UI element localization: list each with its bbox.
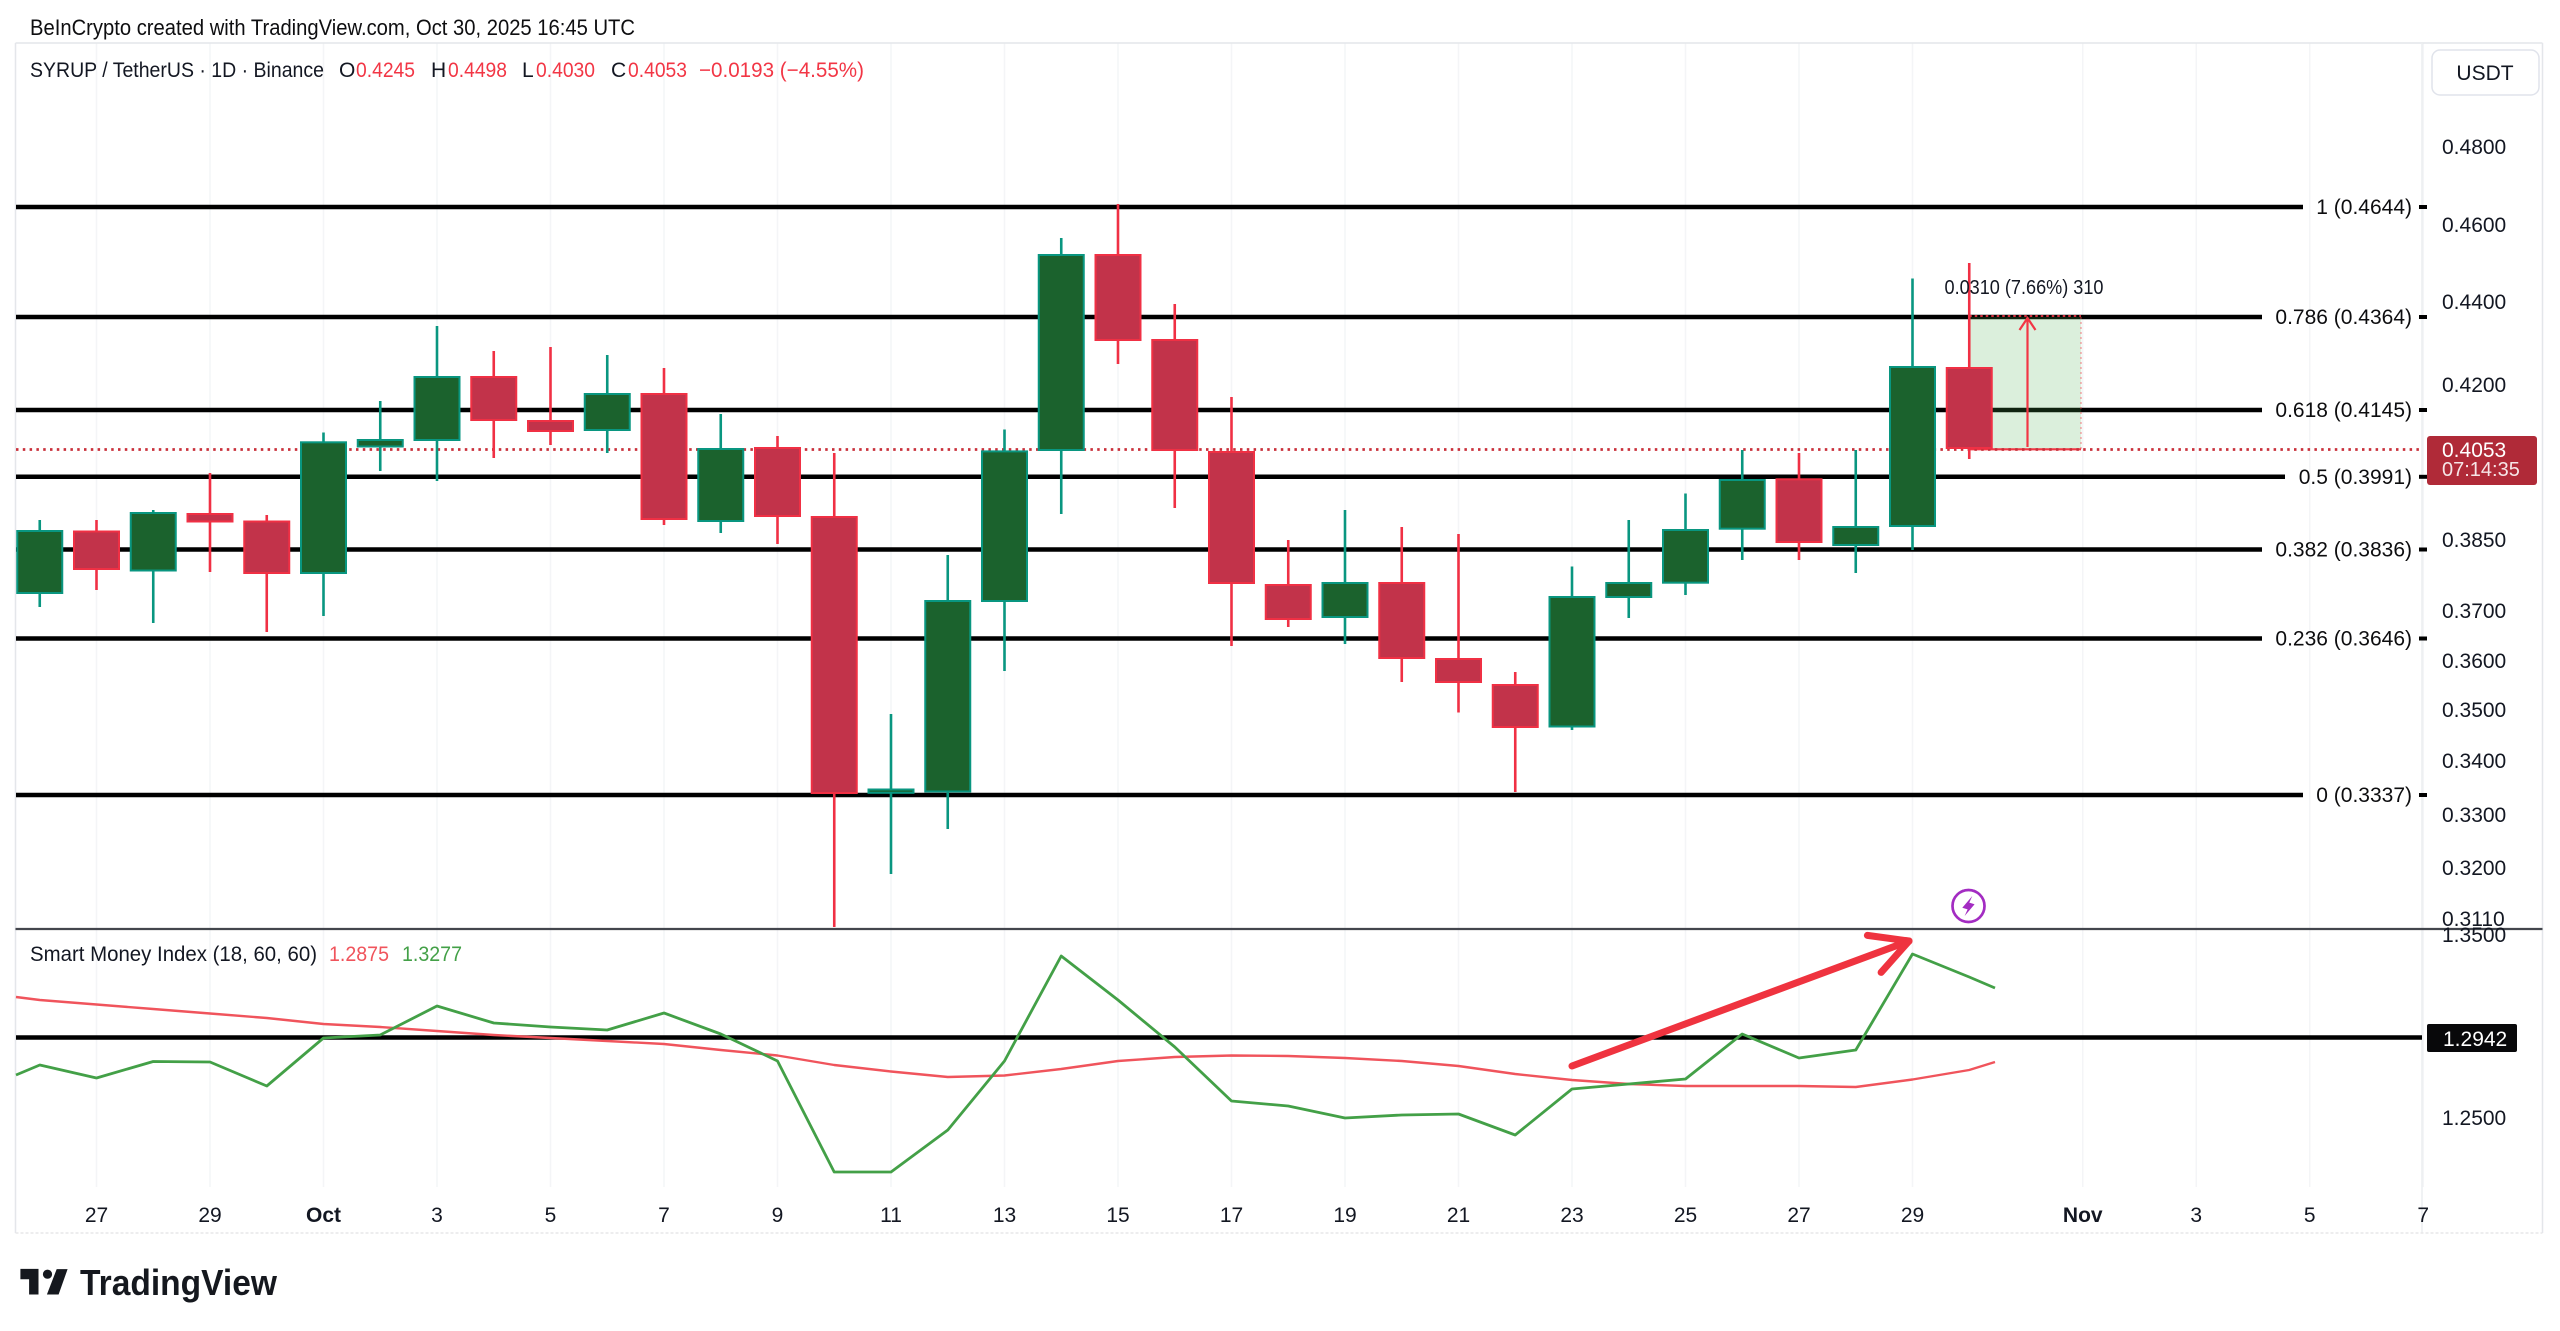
svg-text:1.2500: 1.2500 [2442,1107,2506,1130]
svg-text:7: 7 [658,1204,670,1227]
svg-text:0.382 (0.3836): 0.382 (0.3836) [2275,539,2412,562]
svg-text:29: 29 [1901,1204,1924,1227]
svg-text:0.786 (0.4364): 0.786 (0.4364) [2275,306,2412,329]
svg-text:BeInCrypto created with Tradin: BeInCrypto created with TradingView.com,… [30,15,635,40]
svg-text:9: 9 [772,1204,784,1227]
svg-text:1.2875: 1.2875 [329,943,389,966]
svg-text:0.4053: 0.4053 [2442,439,2506,462]
svg-text:0.3200: 0.3200 [2442,857,2506,880]
svg-text:29: 29 [198,1204,221,1227]
svg-text:25: 25 [1674,1204,1697,1227]
svg-text:1.3500: 1.3500 [2442,924,2506,947]
svg-text:0 (0.3337): 0 (0.3337) [2316,784,2412,807]
svg-text:0.4200: 0.4200 [2442,374,2506,397]
svg-text:0.618 (0.4145): 0.618 (0.4145) [2275,399,2412,422]
svg-text:0.3300: 0.3300 [2442,804,2506,827]
svg-text:1 (0.4644): 1 (0.4644) [2316,196,2412,219]
svg-text:5: 5 [545,1204,557,1227]
svg-text:USDT: USDT [2456,62,2513,85]
svg-text:−0.0193 (−4.55%): −0.0193 (−4.55%) [699,59,864,82]
svg-text:SYRUP / TetherUS · 1D · Binanc: SYRUP / TetherUS · 1D · Binance [30,59,324,82]
svg-text:19: 19 [1333,1204,1356,1227]
svg-text:5: 5 [2304,1204,2316,1227]
svg-text:0.5 (0.3991): 0.5 (0.3991) [2299,466,2412,489]
svg-text:27: 27 [1787,1204,1810,1227]
svg-text:13: 13 [993,1204,1016,1227]
svg-text:Nov: Nov [2063,1204,2103,1227]
svg-text:1.2942: 1.2942 [2443,1028,2507,1051]
svg-text:0.3400: 0.3400 [2442,750,2506,773]
svg-text:11: 11 [880,1204,902,1227]
svg-text:0.236 (0.3646): 0.236 (0.3646) [2275,628,2412,651]
svg-text:0.3600: 0.3600 [2442,650,2506,673]
svg-text:1.3277: 1.3277 [402,943,462,966]
svg-text:0.4053: 0.4053 [628,59,687,82]
svg-text:7: 7 [2417,1204,2429,1227]
svg-text:27: 27 [85,1204,108,1227]
svg-text:0.4800: 0.4800 [2442,136,2506,159]
svg-text:07:14:35: 07:14:35 [2442,459,2520,481]
svg-text:0.4030: 0.4030 [536,59,595,82]
svg-text:L: L [522,59,534,82]
svg-text:0.3110: 0.3110 [2442,908,2505,931]
svg-text:0.3700: 0.3700 [2442,600,2506,623]
svg-text:3: 3 [2190,1204,2202,1227]
svg-text:H: H [431,59,446,82]
svg-text:21: 21 [1447,1204,1470,1227]
svg-text:15: 15 [1106,1204,1129,1227]
svg-text:Oct: Oct [306,1204,341,1227]
svg-text:Smart Money Index (18, 60, 60): Smart Money Index (18, 60, 60) [30,943,317,966]
svg-text:23: 23 [1560,1204,1583,1227]
svg-text:17: 17 [1220,1204,1243,1227]
svg-text:0.3850: 0.3850 [2442,529,2506,552]
svg-text:0.4600: 0.4600 [2442,214,2506,237]
svg-text:0.4498: 0.4498 [448,59,507,82]
svg-text:0.0310 (7.66%) 310: 0.0310 (7.66%) 310 [1945,276,2104,299]
svg-text:0.4245: 0.4245 [356,59,415,82]
svg-text:O: O [339,59,355,82]
svg-text:TradingView: TradingView [80,1262,278,1303]
svg-text:0.3500: 0.3500 [2442,699,2506,722]
svg-text:3: 3 [431,1204,443,1227]
svg-text:C: C [611,59,626,82]
svg-text:0.4400: 0.4400 [2442,291,2506,314]
